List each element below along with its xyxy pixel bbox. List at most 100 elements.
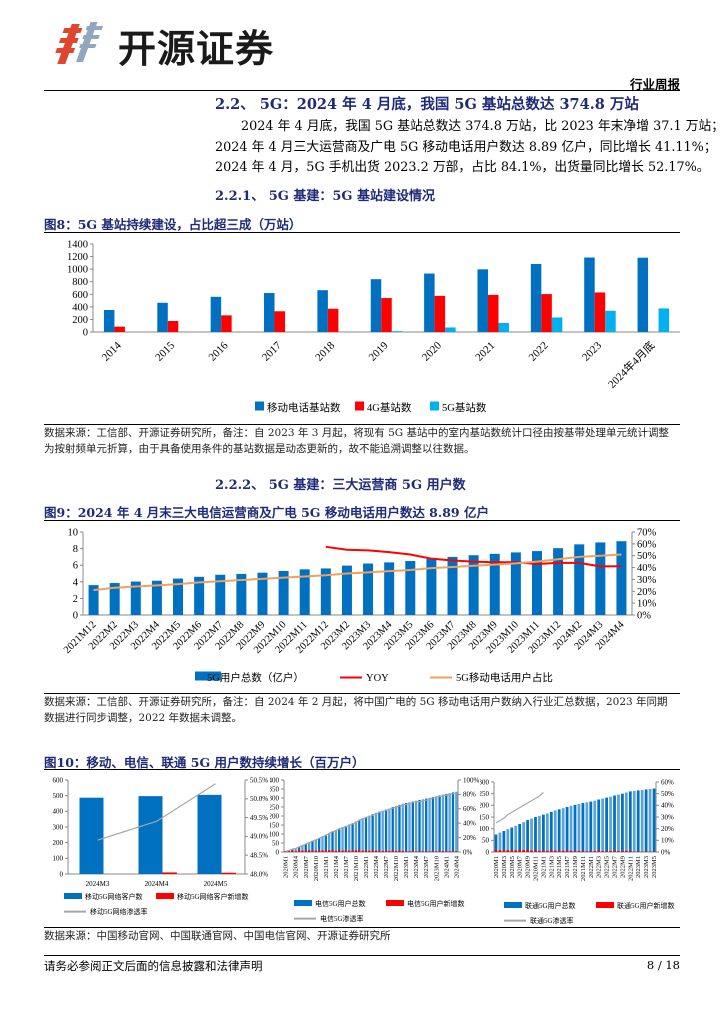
bar-total xyxy=(573,804,577,852)
bar xyxy=(173,578,184,615)
bar-new xyxy=(384,850,388,852)
x-tick-label: 2021M5 xyxy=(556,856,563,878)
bar-total xyxy=(636,790,640,852)
bar-new xyxy=(401,850,404,852)
bar-total xyxy=(617,794,620,852)
y-tick-label-right: 49.0% xyxy=(250,833,268,841)
bar-new xyxy=(408,851,411,852)
bar-total xyxy=(314,839,317,852)
x-tick-label: 2023M10 xyxy=(433,856,440,881)
bar xyxy=(510,552,521,615)
bar-1 xyxy=(221,315,232,332)
bar-total xyxy=(321,836,324,852)
bar-total xyxy=(291,848,294,852)
bar-total xyxy=(304,843,307,852)
y-tick-label: 600 xyxy=(53,776,64,784)
x-tick-label: 2017 xyxy=(260,339,284,363)
bar xyxy=(574,544,585,615)
bar-new xyxy=(341,850,344,852)
y-tick-label-right: 100% xyxy=(463,776,480,784)
bar-total xyxy=(597,799,601,852)
bar-total xyxy=(364,816,368,852)
y-tick-label-right: 60% xyxy=(463,805,476,813)
y-tick-label: 300 xyxy=(53,823,64,831)
x-tick-label: 2021M11 xyxy=(580,856,587,881)
bar-total xyxy=(431,796,435,852)
y-tick-label: 200 xyxy=(480,802,490,810)
bar-total xyxy=(415,800,418,852)
y-tick-label: 0 xyxy=(60,870,64,878)
figure-8-bottom-rule xyxy=(44,424,680,425)
bar xyxy=(320,568,331,615)
bar-total xyxy=(374,812,378,852)
x-tick-label: 2022M11 xyxy=(627,856,634,881)
y-tick-label: 50 xyxy=(482,837,490,845)
y-tick-label-right: 50% xyxy=(637,551,657,562)
x-tick-label: 2022M7 xyxy=(383,855,390,878)
y-tick-label: 6 xyxy=(73,561,78,572)
bar-total xyxy=(565,806,569,852)
bar-total xyxy=(317,837,321,852)
bar-1 xyxy=(167,321,179,332)
bar-new xyxy=(321,850,324,852)
bar-new xyxy=(328,850,331,852)
bar-total xyxy=(311,840,314,852)
bar-new xyxy=(294,851,297,852)
y-tick-label-right: 60% xyxy=(637,539,657,550)
bar-new xyxy=(311,850,314,852)
bar-total xyxy=(441,794,445,852)
y-tick-label: 300 xyxy=(480,778,490,786)
bar xyxy=(468,555,479,615)
bar-0 xyxy=(264,293,275,332)
bar-new xyxy=(593,851,597,852)
bar-total xyxy=(451,792,455,852)
legend-swatch xyxy=(430,401,439,411)
bar-new xyxy=(435,851,438,852)
x-tick-label: 2023M1 xyxy=(403,856,410,878)
bar-total xyxy=(378,811,381,852)
bar-0 xyxy=(157,302,168,332)
legend-label: 联通5G用户新增数 xyxy=(617,901,675,910)
y-tick-label-right: 30% xyxy=(661,813,674,821)
x-tick-label: 2021M10 xyxy=(353,856,360,881)
bar-new xyxy=(287,851,291,852)
y-tick-label-right: 10% xyxy=(661,837,674,845)
bar xyxy=(447,556,458,615)
bar xyxy=(363,563,374,615)
penetration-line xyxy=(97,783,216,841)
bar-new xyxy=(418,851,421,852)
bar-new xyxy=(314,850,317,852)
bar-new xyxy=(364,850,368,852)
bar-2 xyxy=(658,308,670,332)
bar-new xyxy=(445,851,448,852)
y-tick-label: 1000 xyxy=(67,265,88,276)
legend-label: 联通5G用户总数 xyxy=(525,901,576,910)
y-tick-label-right: 20% xyxy=(463,834,476,842)
bar-total xyxy=(435,796,438,852)
figure-9-title: 图9：2024 年 4 月末三大电信运营商及广电 5G 移动电话用户数达 8.8… xyxy=(44,505,489,520)
bar-total xyxy=(593,800,597,852)
bar-new xyxy=(589,851,593,852)
legend-swatch xyxy=(294,900,312,906)
figure-8-top-rule xyxy=(44,232,680,233)
y-tick-label-right: 48.0% xyxy=(250,870,268,878)
bar-total xyxy=(418,799,421,852)
y-tick-label-right: 40% xyxy=(463,820,476,828)
bar-new xyxy=(597,850,601,852)
bar-total xyxy=(640,789,644,852)
x-tick-label: 2019 xyxy=(367,339,391,363)
bar-new xyxy=(522,850,526,852)
y-tick-label: 100 xyxy=(270,830,280,838)
bar-total xyxy=(297,846,301,852)
bar-total xyxy=(307,842,311,852)
x-tick-label: 2023M5 xyxy=(651,856,658,878)
company-logo-text: 开源证券 xyxy=(118,27,275,71)
legend-label: 移动5G网络渗透率 xyxy=(90,907,148,916)
bar-total xyxy=(404,803,408,852)
bar-new xyxy=(291,850,294,852)
bar-new xyxy=(577,851,581,852)
y-tick-label: 400 xyxy=(53,808,64,816)
bar-total xyxy=(381,810,384,852)
bar-total xyxy=(401,803,404,852)
